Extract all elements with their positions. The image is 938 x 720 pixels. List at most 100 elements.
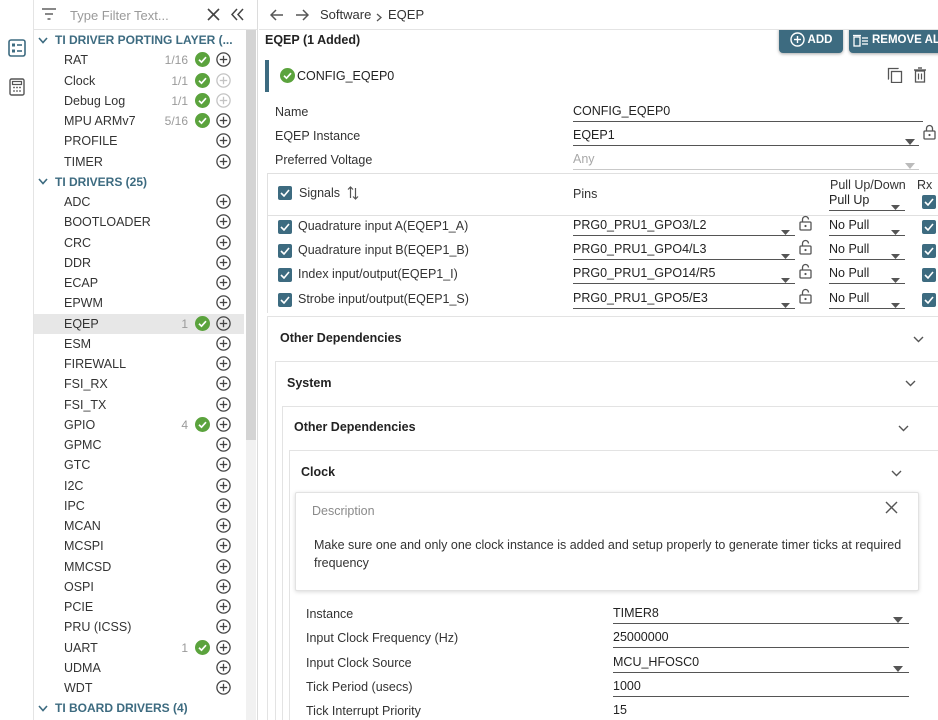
system-other-dependencies-title[interactable]: Other Dependencies [294,420,416,434]
signal-pull-select[interactable]: No Pull [829,242,905,261]
forward-arrow-icon[interactable] [295,8,310,25]
add-circle-icon[interactable] [216,194,231,212]
sidebar-item-wdt[interactable]: WDT [34,678,244,698]
sidebar-item-ipc[interactable]: IPC [34,496,244,516]
sidebar-item-mmcsd[interactable]: MMCSD [34,557,244,577]
signal-checkbox[interactable] [278,268,292,283]
instance-dropdown-caret-icon[interactable] [905,134,915,148]
category-ti-drivers-25[interactable]: TI DRIVERS (25) [34,172,244,192]
signal-pull-select[interactable]: No Pull [829,218,905,236]
sidebar-item-mpu-armv7[interactable]: MPU ARMv7 5/16 [34,111,244,131]
signal-rx-checkbox[interactable] [922,268,936,283]
pull-dropdown-caret-icon[interactable] [891,224,900,238]
sidebar-item-crc[interactable]: CRC [34,233,244,253]
sidebar-item-esm[interactable]: ESM [34,334,244,354]
pin-lock-icon[interactable] [799,239,812,258]
system-other-dependencies-chevron-icon[interactable] [898,421,909,435]
rx-all-checkbox[interactable] [922,195,936,209]
delete-icon[interactable] [913,67,927,86]
clock-config-field[interactable]: 1000 [613,679,909,697]
sidebar-item-uart[interactable]: UART 1 [34,638,244,658]
pin-dropdown-caret-icon[interactable] [781,272,790,286]
pull-all-select[interactable]: Pull Up [829,193,905,211]
sidebar-item-i2c[interactable]: I2C [34,476,244,496]
pull-dropdown-caret-icon[interactable] [891,272,900,286]
signal-rx-checkbox[interactable] [922,220,936,234]
pin-dropdown-caret-icon[interactable] [781,297,790,311]
sidebar-item-gtc[interactable]: GTC [34,455,244,475]
sidebar-item-profile[interactable]: PROFILE [34,131,244,151]
add-circle-icon[interactable] [216,376,231,394]
sidebar-item-firewall[interactable]: FIREWALL [34,354,244,374]
sidebar-item-adc[interactable]: ADC [34,192,244,212]
sidebar-item-pcie[interactable]: PCIE [34,597,244,617]
pin-lock-icon[interactable] [799,263,812,282]
signal-pin-select[interactable]: PRG0_PRU1_GPO14/R5 [573,266,795,285]
add-circle-icon[interactable] [216,396,231,415]
clock-config-field[interactable]: MCU_HFOSC0 [613,655,909,673]
filter-input[interactable] [68,6,198,24]
remove-all-button[interactable]: REMOVE ALL [849,30,938,53]
instance-select[interactable]: EQEP1 [573,128,919,146]
add-circle-icon[interactable] [216,133,231,151]
add-circle-icon[interactable] [216,477,231,496]
system-chevron-icon[interactable] [905,376,916,390]
clear-filter-icon[interactable] [207,8,220,24]
clock-chevron-icon[interactable] [891,466,902,480]
signals-select-all-checkbox[interactable] [278,186,292,200]
sidebar-item-gpio[interactable]: GPIO 4 [34,415,244,435]
add-circle-icon[interactable] [216,52,231,70]
sidebar-item-mcan[interactable]: MCAN [34,516,244,536]
pin-lock-icon[interactable] [799,215,812,234]
signal-pin-select[interactable]: PRG0_PRU1_GPO5/E3 [573,291,795,309]
signal-rx-checkbox[interactable] [922,292,936,307]
pull-dropdown-caret-icon[interactable] [891,297,900,311]
sidebar-item-gpmc[interactable]: GPMC [34,435,244,455]
other-dependencies-title[interactable]: Other Dependencies [280,331,402,345]
breadcrumb-root[interactable]: Software [320,7,372,22]
add-circle-icon[interactable] [216,437,231,455]
category-ti-board-drivers-4[interactable]: TI BOARD DRIVERS (4) [34,698,244,718]
add-circle-icon[interactable] [216,619,231,637]
other-dependencies-chevron-icon[interactable] [913,332,924,346]
category-ti-driver-porting-layer[interactable]: TI DRIVER PORTING LAYER (... [34,30,244,50]
clock-title[interactable]: Clock [301,465,336,479]
add-circle-icon[interactable] [216,417,231,435]
sidebar-item-epwm[interactable]: EPWM [34,293,244,313]
pin-lock-icon[interactable] [799,288,812,307]
add-circle-icon[interactable] [216,336,231,354]
pull-all-caret-icon[interactable] [891,199,900,213]
add-circle-icon[interactable] [216,538,231,556]
add-circle-icon[interactable] [216,518,231,536]
signal-pin-select[interactable]: PRG0_PRU1_GPO3/L2 [573,218,795,236]
add-circle-icon[interactable] [216,356,231,374]
sidebar-scrollbar-thumb[interactable] [246,30,256,440]
signal-pull-select[interactable]: No Pull [829,291,905,309]
copy-icon[interactable] [887,67,903,86]
signal-checkbox[interactable] [278,220,292,234]
add-circle-icon[interactable] [216,639,231,658]
add-circle-icon[interactable] [216,579,231,597]
sidebar-item-ddr[interactable]: DDR [34,253,244,273]
sidebar-item-rat[interactable]: RAT 1/16 [34,50,244,70]
sort-icon[interactable] [347,186,359,203]
add-circle-icon[interactable] [216,113,231,131]
add-circle-icon[interactable] [216,214,231,232]
sidebar-item-fsi-rx[interactable]: FSI_RX [34,374,244,394]
signal-pull-select[interactable]: No Pull [829,266,905,285]
sidebar-item-ecap[interactable]: ECAP [34,273,244,293]
signal-checkbox[interactable] [278,292,292,307]
pin-dropdown-caret-icon[interactable] [781,248,790,262]
sidebar-item-pru-icss[interactable]: PRU (ICSS) [34,617,244,637]
signal-checkbox[interactable] [278,244,292,259]
add-circle-icon[interactable] [216,234,231,253]
back-arrow-icon[interactable] [269,8,284,25]
add-circle-icon[interactable] [216,660,231,678]
collapse-sidebar-icon[interactable] [230,8,244,24]
sidebar-item-fsi-tx[interactable]: FSI_TX [34,395,244,415]
name-field[interactable]: CONFIG_EQEP0 [573,104,923,122]
pin-dropdown-caret-icon[interactable] [781,224,790,238]
add-circle-icon[interactable] [216,275,231,293]
calculator-icon[interactable] [7,77,27,97]
sidebar-item-bootloader[interactable]: BOOTLOADER [34,212,244,232]
